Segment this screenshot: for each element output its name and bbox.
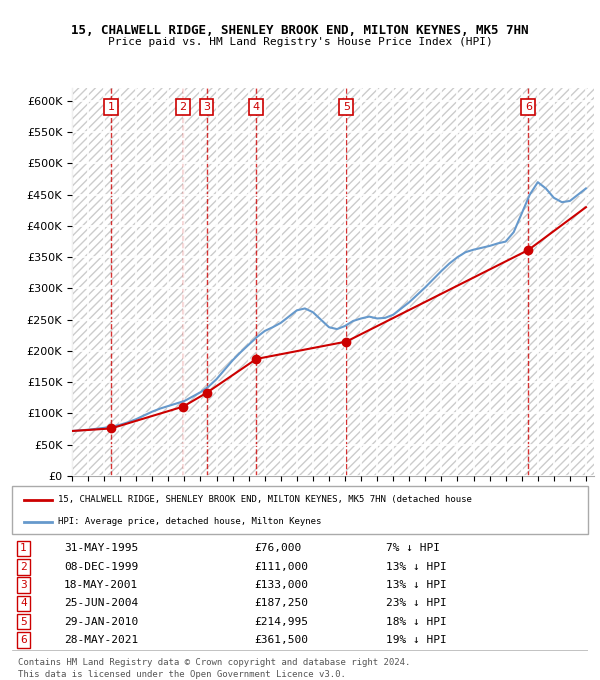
Text: 18-MAY-2001: 18-MAY-2001 [64, 580, 138, 590]
Text: 1: 1 [107, 102, 115, 112]
Text: Price paid vs. HM Land Registry's House Price Index (HPI): Price paid vs. HM Land Registry's House … [107, 37, 493, 48]
Text: This data is licensed under the Open Government Licence v3.0.: This data is licensed under the Open Gov… [18, 670, 346, 679]
Text: 4: 4 [253, 102, 260, 112]
Text: 19% ↓ HPI: 19% ↓ HPI [386, 635, 447, 645]
Text: 1: 1 [20, 543, 27, 554]
Text: 08-DEC-1999: 08-DEC-1999 [64, 562, 138, 572]
Text: 5: 5 [20, 617, 27, 627]
Text: 18% ↓ HPI: 18% ↓ HPI [386, 617, 447, 627]
Text: 3: 3 [20, 580, 27, 590]
Text: 28-MAY-2021: 28-MAY-2021 [64, 635, 138, 645]
Text: 15, CHALWELL RIDGE, SHENLEY BROOK END, MILTON KEYNES, MK5 7HN (detached house: 15, CHALWELL RIDGE, SHENLEY BROOK END, M… [58, 495, 472, 504]
Text: 6: 6 [20, 635, 27, 645]
Text: 29-JAN-2010: 29-JAN-2010 [64, 617, 138, 627]
Text: £214,995: £214,995 [254, 617, 308, 627]
Text: 25-JUN-2004: 25-JUN-2004 [64, 598, 138, 609]
Text: £361,500: £361,500 [254, 635, 308, 645]
Text: 2: 2 [179, 102, 187, 112]
Text: 4: 4 [20, 598, 27, 609]
Text: 23% ↓ HPI: 23% ↓ HPI [386, 598, 447, 609]
Text: 31-MAY-1995: 31-MAY-1995 [64, 543, 138, 554]
Text: 15, CHALWELL RIDGE, SHENLEY BROOK END, MILTON KEYNES, MK5 7HN: 15, CHALWELL RIDGE, SHENLEY BROOK END, M… [71, 24, 529, 37]
Text: Contains HM Land Registry data © Crown copyright and database right 2024.: Contains HM Land Registry data © Crown c… [18, 658, 410, 667]
Text: 13% ↓ HPI: 13% ↓ HPI [386, 580, 447, 590]
FancyBboxPatch shape [12, 486, 588, 534]
Text: 3: 3 [203, 102, 210, 112]
Text: 5: 5 [343, 102, 350, 112]
Text: 13% ↓ HPI: 13% ↓ HPI [386, 562, 447, 572]
Text: £133,000: £133,000 [254, 580, 308, 590]
Text: HPI: Average price, detached house, Milton Keynes: HPI: Average price, detached house, Milt… [58, 517, 322, 526]
Text: £76,000: £76,000 [254, 543, 301, 554]
Text: £187,250: £187,250 [254, 598, 308, 609]
Text: 2: 2 [20, 562, 27, 572]
Text: £111,000: £111,000 [254, 562, 308, 572]
Text: 7% ↓ HPI: 7% ↓ HPI [386, 543, 440, 554]
Text: 6: 6 [525, 102, 532, 112]
